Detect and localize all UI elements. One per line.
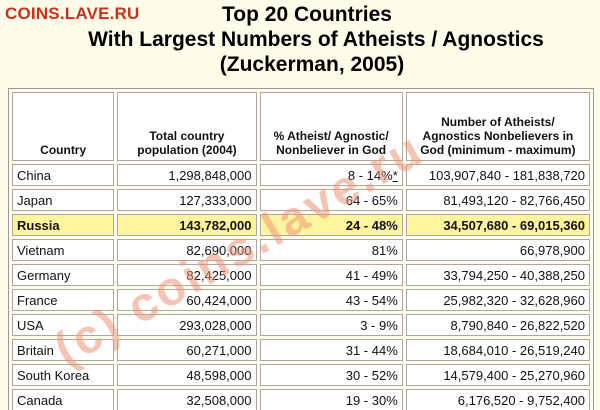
- cell-number: 14,579,400 - 25,270,960: [405, 364, 590, 386]
- percent-value: 19 - 30%: [345, 392, 398, 408]
- percent-value: 81%: [371, 242, 398, 258]
- cell-country: Canada: [12, 389, 115, 410]
- site-tag: COINS.LAVE.RU: [5, 4, 140, 23]
- cell-population: 127,333,000: [117, 189, 257, 211]
- cell-population: 32,508,000: [117, 389, 257, 410]
- cell-number: 103,907,840 - 181,838,720: [405, 164, 590, 186]
- header-population: Total country population (2004): [117, 92, 257, 161]
- cell-population: 48,598,000: [117, 364, 257, 386]
- table-row: Vietnam 82,690,000 81% 66,978,900: [12, 239, 590, 261]
- table-row: USA 293,028,000 3 - 9% 8,790,840 - 26,822,5…: [12, 314, 590, 336]
- cell-percent: 41 - 49%: [259, 264, 403, 286]
- page-title: Top 20 Countries With Largest Numbers of…: [0, 2, 600, 77]
- cell-population: 82,690,000: [117, 239, 257, 261]
- cell-number: 8,790,840 - 26,822,520: [405, 314, 590, 336]
- table-row: Germany 82,425,000 41 - 49% 33,794,250 - 40…: [12, 264, 590, 286]
- cell-population: 60,271,000: [117, 339, 257, 361]
- cell-percent: 31 - 44%: [259, 339, 403, 361]
- table-row: South Korea 48,598,000 30 - 52% 14,579,400 …: [12, 364, 590, 386]
- page-header: COINS.LAVE.RU Top 20 Countries With Larg…: [0, 0, 600, 86]
- percent-value: 31 - 44%: [345, 342, 398, 358]
- header-country: Country: [12, 92, 115, 161]
- title-line-3: (Zuckerman, 2005): [219, 53, 405, 76]
- cell-number: 6,176,520 - 9,752,400: [405, 389, 590, 410]
- cell-population: 1,298,848,000: [117, 164, 257, 186]
- table-row: Britain 60,271,000 31 - 44% 18,684,010 - 26…: [12, 339, 590, 361]
- table-row: Canada 32,508,000 19 - 30% 6,176,520 - 9,75…: [12, 389, 590, 410]
- cell-country: Britain: [12, 339, 115, 361]
- cell-country: France: [12, 289, 115, 311]
- cell-number: 18,684,010 - 26,519,240: [405, 339, 590, 361]
- percent-value: 41 - 49%: [345, 267, 398, 283]
- cell-number: 66,978,900: [405, 239, 590, 261]
- cell-population: 293,028,000: [117, 314, 257, 336]
- cell-number: 33,794,250 - 40,388,250: [405, 264, 590, 286]
- cell-percent: 24 - 48%: [259, 214, 403, 236]
- cell-number: 25,982,320 - 32,628,960: [405, 289, 590, 311]
- percent-value: 8 - 14%: [347, 167, 393, 183]
- table-body: China 1,298,848,000 8 - 14%* 103,907,840 - …: [12, 164, 590, 410]
- percent-value: 30 - 52%: [345, 367, 398, 383]
- table-row: France 60,424,000 43 - 54% 25,982,320 - 32,…: [12, 289, 590, 311]
- percent-value: 3 - 9%: [360, 317, 398, 333]
- table-row: Japan 127,333,000 64 - 65% 81,493,120 - 82,…: [12, 189, 590, 211]
- cell-percent: 81%: [259, 239, 403, 261]
- cell-country: South Korea: [12, 364, 115, 386]
- cell-percent: 19 - 30%: [259, 389, 403, 410]
- cell-population: 60,424,000: [117, 289, 257, 311]
- cell-percent: 64 - 65%: [259, 189, 403, 211]
- percent-value: 24 - 48%: [345, 217, 398, 233]
- percent-value: 64 - 65%: [345, 192, 398, 208]
- cell-country: China: [12, 164, 115, 186]
- cell-country: USA: [12, 314, 115, 336]
- table-header-row: Country Total country population (2004) …: [12, 92, 590, 161]
- footnote-star-link[interactable]: *: [392, 167, 398, 183]
- cell-percent: 30 - 52%: [259, 364, 403, 386]
- title-line-2: With Largest Numbers of Atheists / Agnos…: [88, 28, 544, 51]
- cell-number: 81,493,120 - 82,766,450: [405, 189, 590, 211]
- cell-country: Japan: [12, 189, 115, 211]
- cell-country: Russia: [12, 214, 115, 236]
- cell-percent: 3 - 9%: [259, 314, 403, 336]
- table-row: China 1,298,848,000 8 - 14%* 103,907,840 - …: [12, 164, 590, 186]
- cell-number: 34,507,680 - 69,015,360: [405, 214, 590, 236]
- header-number: Number of Atheists/ Agnostics Nonbelieve…: [405, 92, 590, 161]
- cell-population: 143,782,000: [117, 214, 257, 236]
- cell-percent: 8 - 14%*: [259, 164, 403, 186]
- cell-population: 82,425,000: [117, 264, 257, 286]
- atheists-table: Country Total country population (2004) …: [8, 88, 594, 410]
- table-row: Russia 143,782,000 24 - 48% 34,507,680 - 69…: [12, 214, 590, 236]
- cell-percent: 43 - 54%: [259, 289, 403, 311]
- header-percent: % Atheist/ Agnostic/ Nonbeliever in God: [259, 92, 403, 161]
- cell-country: Germany: [12, 264, 115, 286]
- title-line-1: Top 20 Countries: [222, 3, 392, 26]
- cell-country: Vietnam: [12, 239, 115, 261]
- percent-value: 43 - 54%: [345, 292, 398, 308]
